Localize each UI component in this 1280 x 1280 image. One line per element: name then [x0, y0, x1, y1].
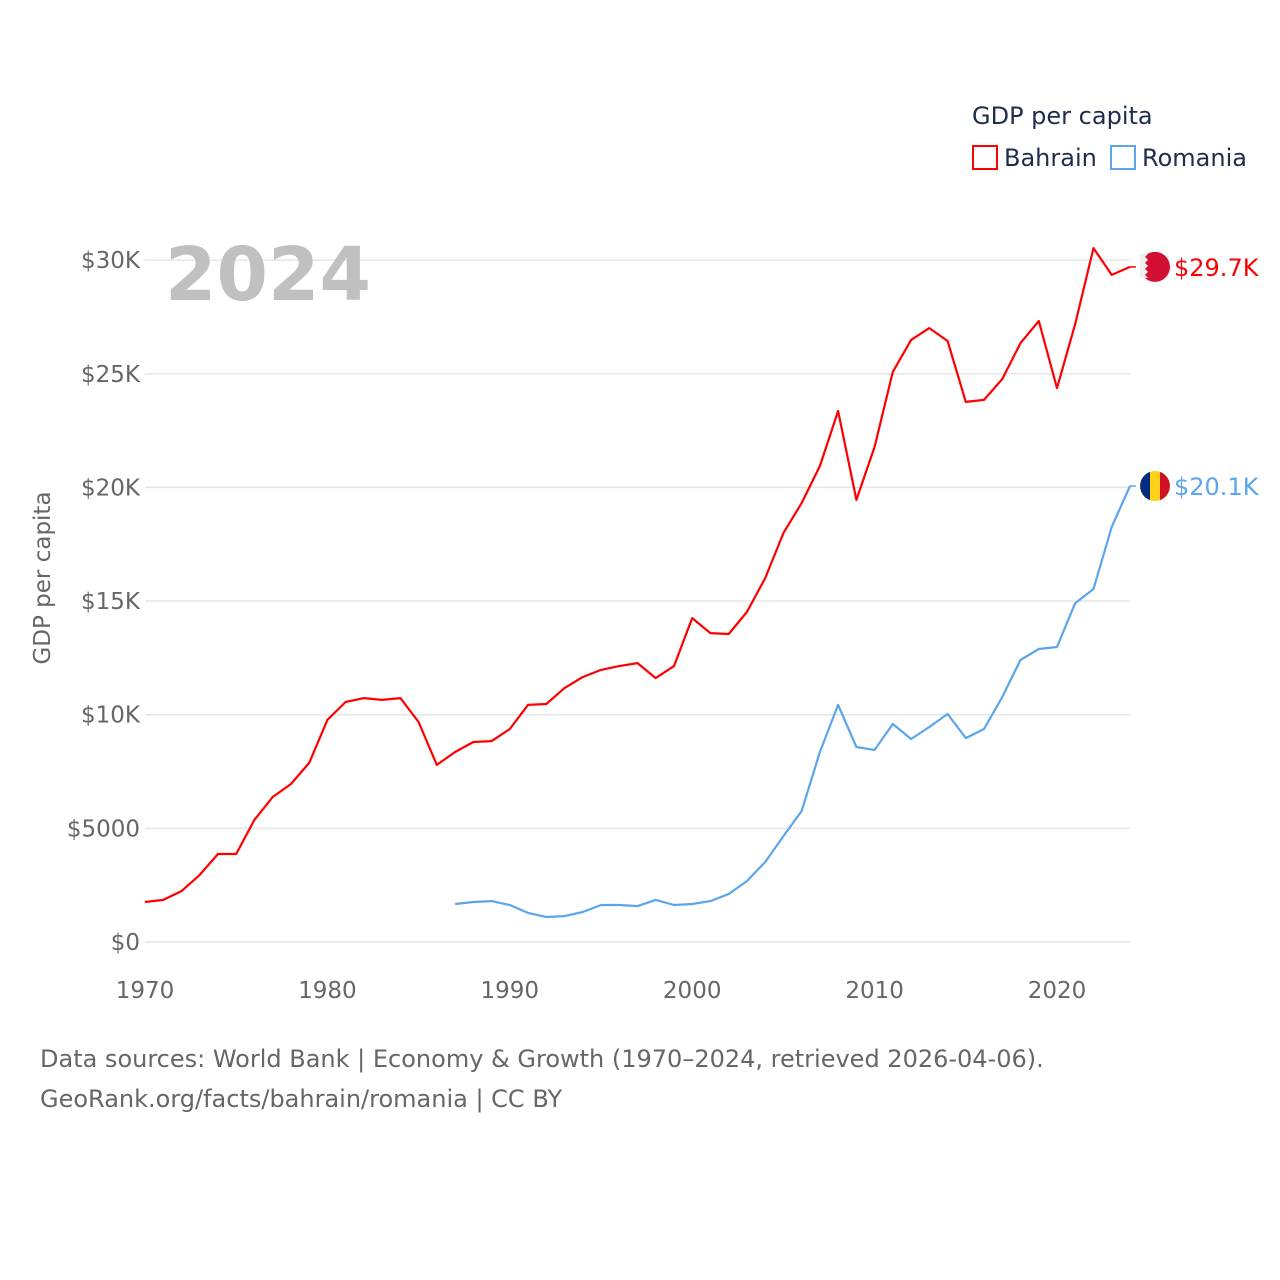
x-tick-label: 1990	[481, 978, 540, 1004]
footer-credit: GeoRank.org/facts/bahrain/romania | CC B…	[40, 1085, 563, 1113]
x-tick-label: 1980	[298, 978, 357, 1004]
footer-sources: Data sources: World Bank | Economy & Gro…	[40, 1045, 1044, 1073]
y-tick-label: $30K	[81, 248, 141, 274]
legend-title: GDP per capita	[972, 102, 1153, 130]
y-tick-label: $10K	[81, 703, 141, 729]
series-line-bahrain	[144, 247, 1131, 904]
y-tick-label: $25K	[81, 362, 141, 388]
end-value-label-romania: $20.1K	[1174, 473, 1260, 501]
legend-swatch-bahrain[interactable]	[972, 145, 998, 170]
legend-label-romania[interactable]: Romania	[1142, 144, 1247, 172]
romania-flag-blue	[1140, 471, 1150, 501]
x-tick-label: 1970	[116, 978, 175, 1004]
y-tick-label: $20K	[81, 475, 141, 501]
bahrain-flag-white-band	[1140, 253, 1148, 278]
x-tick-label: 2020	[1028, 978, 1087, 1004]
legend-swatch-romania[interactable]	[1110, 145, 1136, 170]
romania-flag-red	[1160, 471, 1170, 501]
y-axis-label: GDP per capita	[30, 491, 56, 664]
x-tick-label: 2010	[845, 978, 904, 1004]
y-tick-label: $15K	[81, 589, 141, 615]
y-tick-label: $0	[111, 930, 140, 956]
y-tick-label: $5000	[67, 816, 140, 842]
end-value-label-bahrain: $29.7K	[1174, 254, 1260, 282]
legend-label-bahrain[interactable]: Bahrain	[1004, 144, 1097, 172]
x-tick-label: 2000	[663, 978, 722, 1004]
year-watermark: 2024	[165, 232, 371, 318]
series-line-romania	[454, 485, 1132, 919]
